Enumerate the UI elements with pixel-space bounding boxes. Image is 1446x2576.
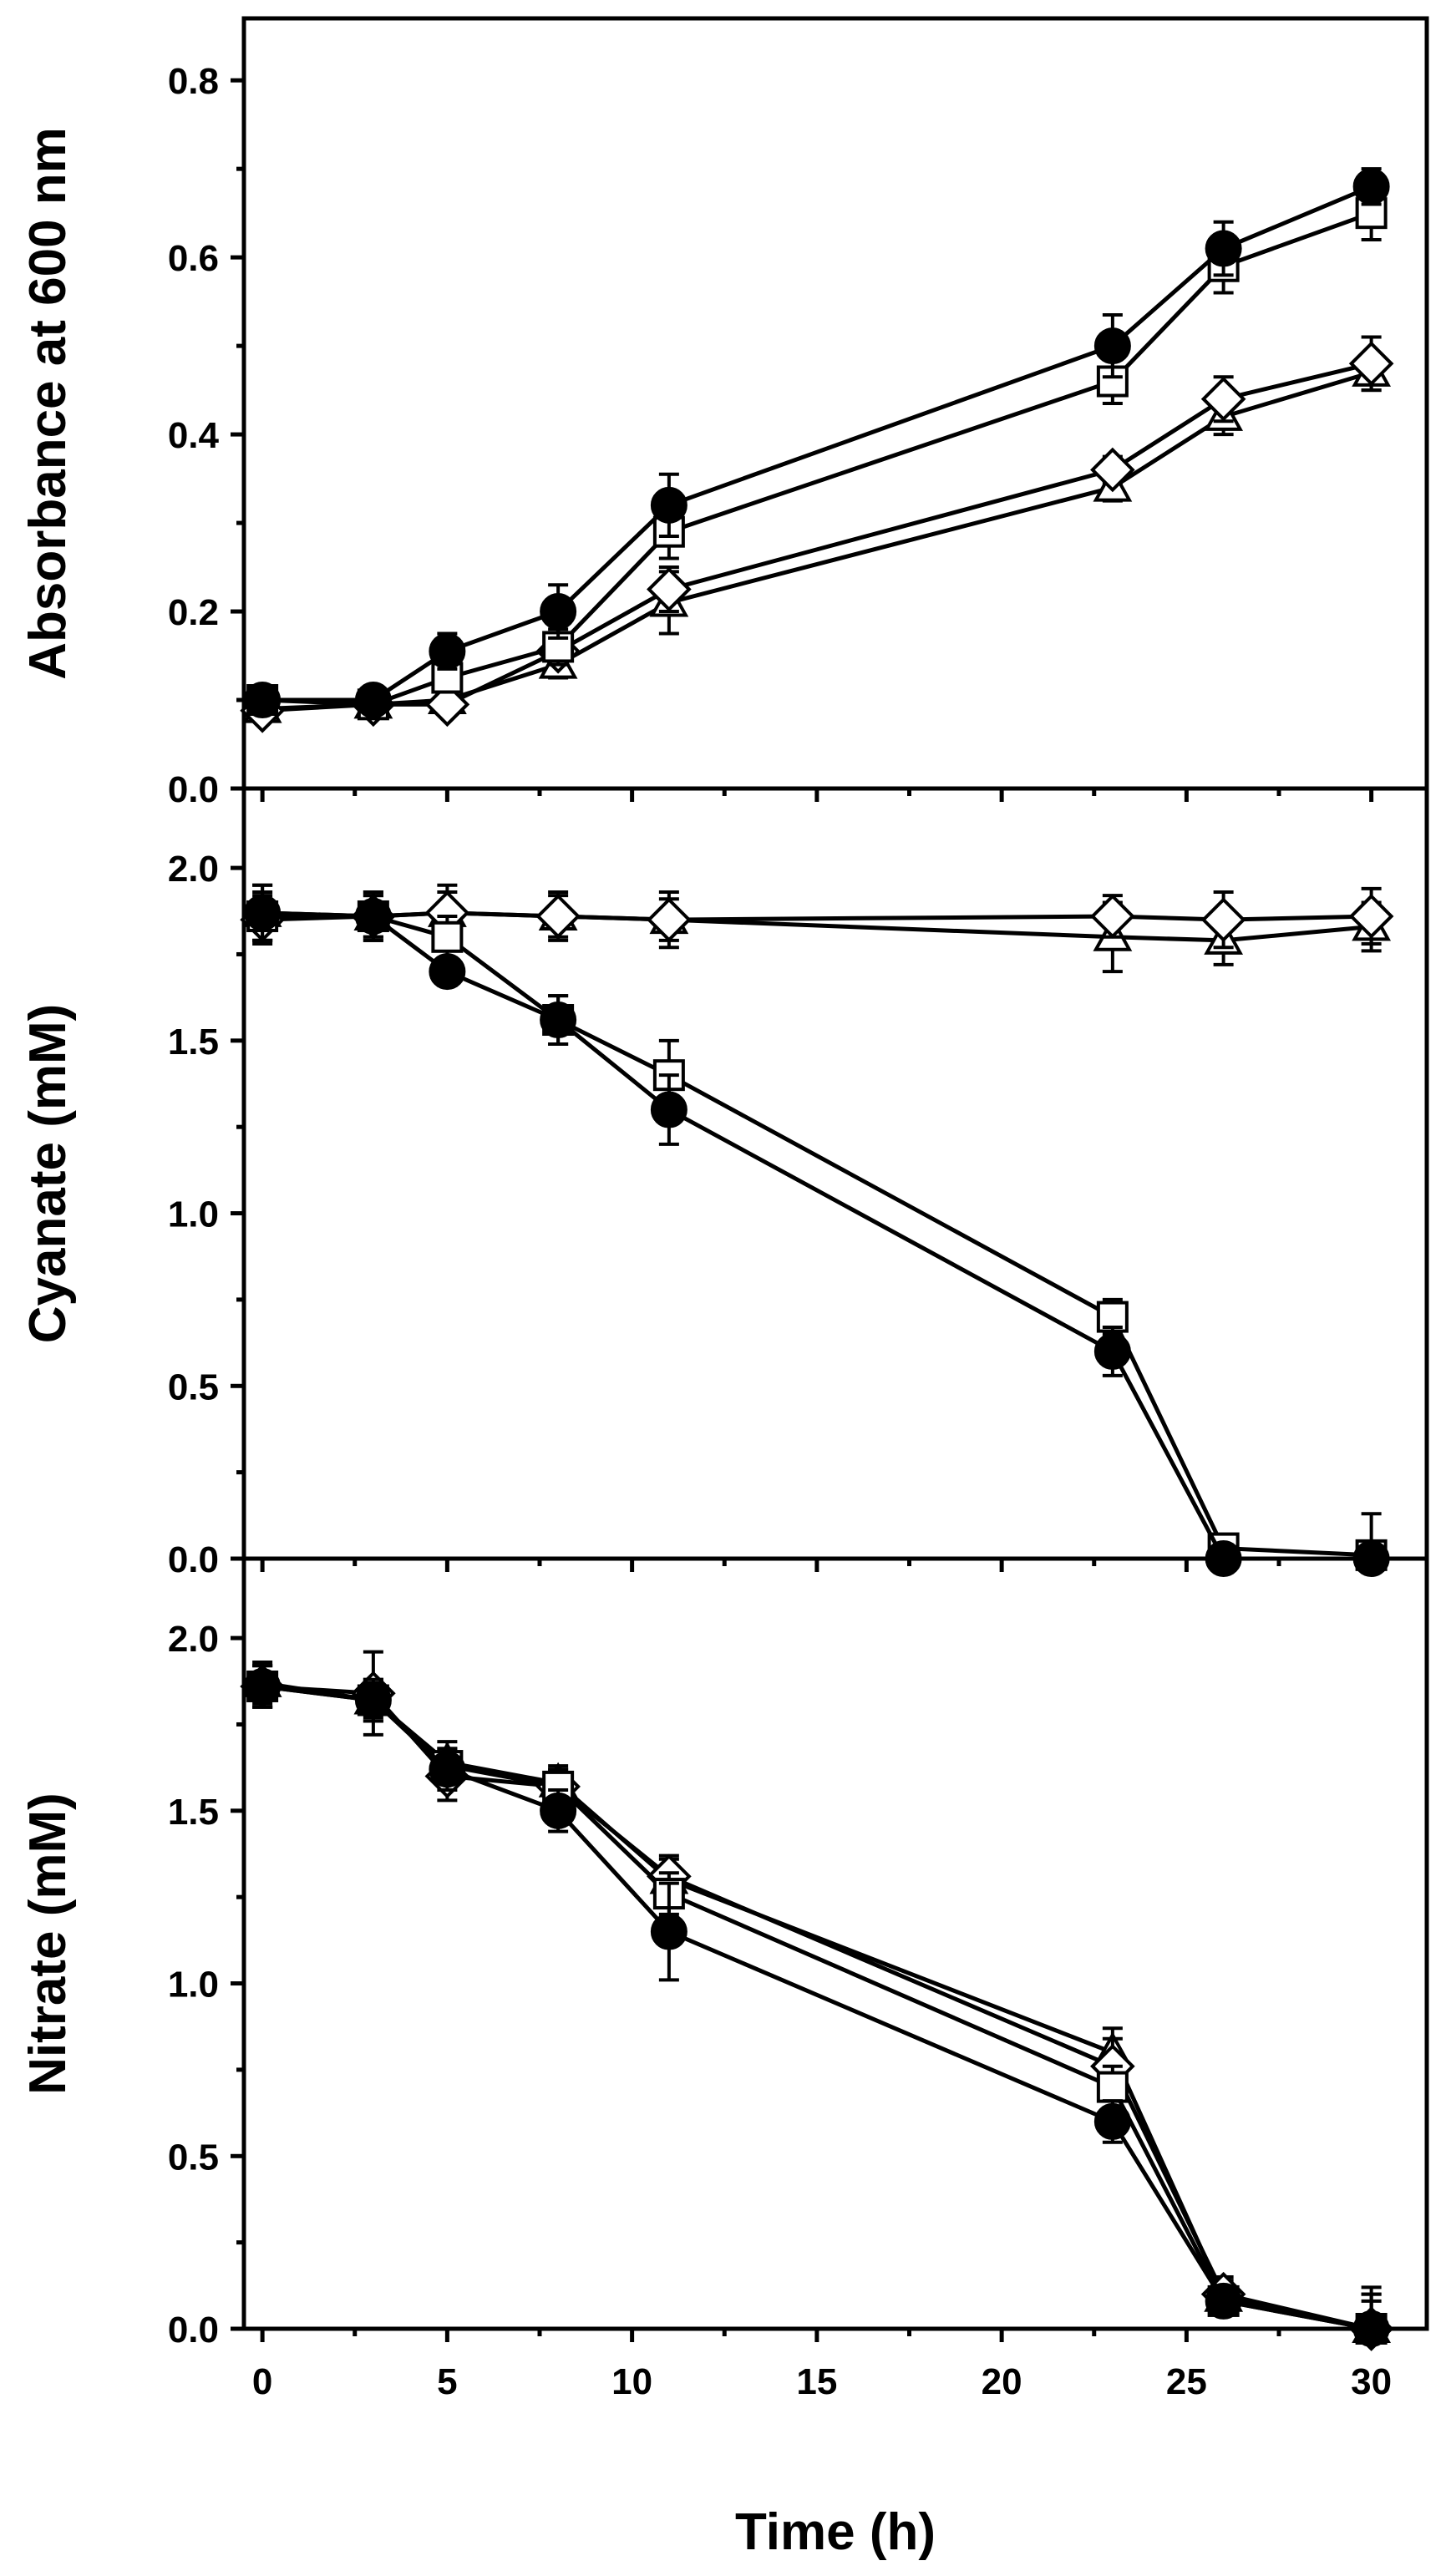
data-point-circle [429,632,466,670]
data-point-circle [1093,327,1131,365]
y-tick-label: 0.0 [168,769,219,810]
x-axis-title: Time (h) [735,2503,936,2561]
y-tick-label: 1.5 [168,1792,219,1833]
series-line [261,361,1372,713]
data-point-circle [354,897,392,935]
data-point-diamond [1090,447,1135,493]
data-point-diamond [1348,341,1394,387]
data-point-square [1096,2071,1129,2103]
y-tick-label: 1.0 [168,1194,219,1235]
series-line [262,185,1372,702]
y-tick-label: 0.2 [168,592,219,633]
data-point-circle [1352,2310,1390,2347]
x-tick-label: 30 [1351,2361,1392,2402]
data-point-circle [540,593,577,631]
y-tick-label: 0.4 [168,415,220,456]
data-point-square [431,920,464,953]
panel-2: 0.0 0.5 1.0 1.5 2.0 Cyanate (mM) [19,786,1429,1580]
data-point-diamond [647,566,692,612]
y-axis-title: Nitrate (mM) [19,1793,77,2095]
series-open-triangle [242,1661,1392,2343]
panel-frame [241,16,1429,791]
series-line [261,1684,1372,2331]
data-point-circle [244,1667,282,1705]
panel-1: 0.0 0.2 0.4 0.6 0.8 Absorbance at 600 nm [19,16,1429,810]
data-point-circle [354,1681,392,1719]
x-tick-label: 5 [437,2361,457,2402]
y-tick-label: 0.5 [168,1367,219,1407]
x-tick-label: 20 [982,2361,1022,2402]
x-axis: 0 5 10 15 20 25 30 [252,2361,1392,2402]
data-point-diamond [1200,376,1246,422]
data-point-circle [354,682,392,719]
y-tick-label: 0.8 [168,61,219,102]
data-point-diamond [647,897,692,942]
data-point-diamond [1348,894,1394,939]
data-point-circle [540,1001,577,1039]
series-filled-circle [244,1664,1390,2347]
panel-frame [241,1556,1429,2331]
series-line [261,1684,1372,2331]
y-tick-label: 0.0 [168,2310,219,2350]
series-open-diamond [240,1650,1394,2351]
data-point-diamond [1090,894,1135,939]
series-line [261,1684,1372,2331]
data-point-circle [244,894,282,931]
series-filled-circle [244,883,1390,1577]
series-line [262,210,1372,707]
data-point-circle [244,682,282,719]
data-point-diamond [424,682,470,728]
y-tick-label: 1.5 [168,1022,219,1062]
series-line [262,910,1372,1561]
data-point-diamond [1200,897,1246,942]
y-tick-label: 2.0 [168,849,219,890]
panel-frame [241,786,1429,1561]
y-tick-label: 1.0 [168,1965,219,2006]
x-tick-label: 0 [252,2361,272,2402]
y-axis-title: Absorbance at 600 nm [19,127,77,680]
data-point-diamond [535,894,581,939]
data-point-circle [1205,230,1242,267]
data-point-circle [1093,2102,1131,2140]
series-open-square [246,1664,1388,2345]
data-point-circle [429,1751,466,1788]
y-tick-label: 0.5 [168,2137,219,2178]
y-axis-title: Cyanate (mM) [19,1004,77,1344]
panel-3: 0.0 0.5 1.0 1.5 2.0 Nitrate (mM) [19,1556,1429,2351]
data-point-circle [650,1091,687,1128]
x-tick-label: 25 [1166,2361,1207,2402]
data-point-circle [429,953,466,991]
data-point-circle [1093,1332,1131,1370]
x-tick-label: 15 [796,2361,837,2402]
series-line [262,370,1372,712]
data-point-circle [650,1913,687,1950]
data-point-circle [1352,168,1390,205]
y-tick-label: 0.0 [168,1539,219,1580]
y-tick-label: 0.6 [168,238,219,279]
series-filled-circle [244,167,1390,719]
data-point-circle [1205,2282,1242,2320]
series-line [262,914,1372,1558]
x-tick-label: 10 [611,2361,652,2402]
data-point-circle [540,1792,577,1829]
y-tick-label: 2.0 [168,1619,219,1660]
data-point-circle [650,486,687,524]
series-open-square [246,890,1388,1571]
